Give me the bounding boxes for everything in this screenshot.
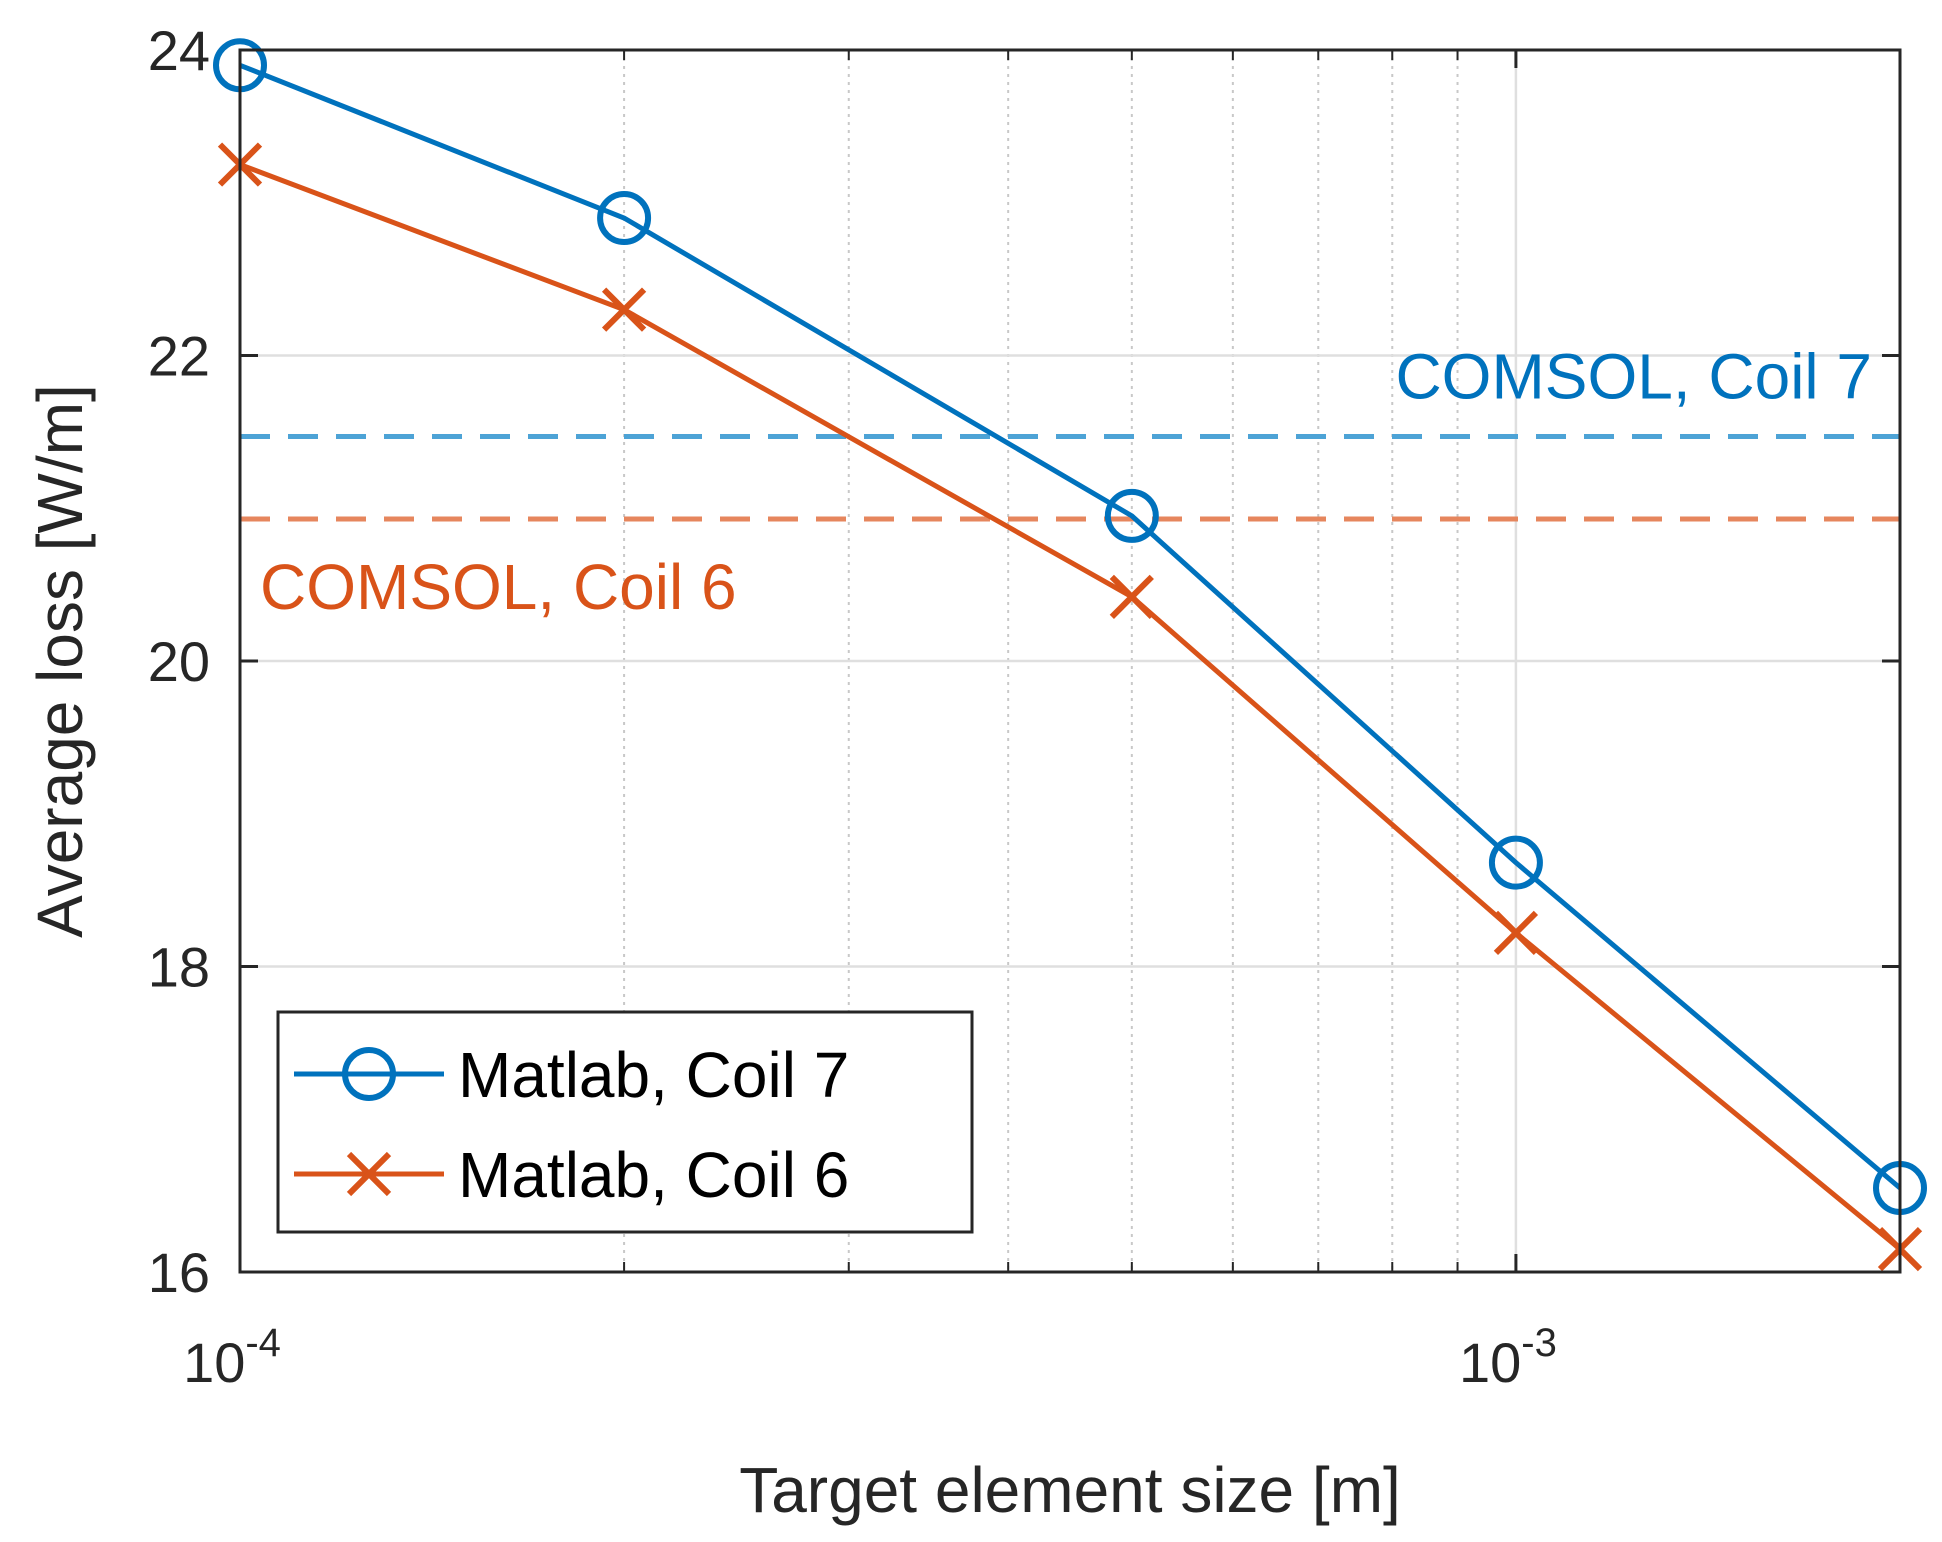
legend: Matlab, Coil 7 Matlab, Coil 6 bbox=[276, 1010, 974, 1234]
axis-ticks bbox=[238, 48, 1900, 1274]
marker-stroke bbox=[346, 1151, 392, 1197]
data-point bbox=[1488, 835, 1543, 890]
y-tick-label: 20 bbox=[148, 630, 210, 693]
legend-label: Matlab, Coil 6 bbox=[458, 1139, 849, 1211]
y-tick-label: 16 bbox=[148, 1241, 210, 1304]
x-axis-title: Target element size [m] bbox=[739, 1454, 1401, 1526]
data-point bbox=[597, 191, 652, 246]
x-tick-labels: 10-4 10-3 bbox=[183, 1321, 1557, 1394]
reference-label: COMSOL, Coil 7 bbox=[1395, 340, 1872, 412]
x-tick-exponent: -4 bbox=[245, 1321, 281, 1365]
data-point bbox=[1493, 910, 1539, 956]
legend-box bbox=[276, 1010, 974, 1234]
legend-label: Matlab, Coil 7 bbox=[458, 1039, 849, 1111]
reference-labels: COMSOL, Coil 7 COMSOL, Coil 6 bbox=[260, 340, 1872, 622]
marker-stroke bbox=[601, 287, 647, 332]
x-tick-base: 10 bbox=[1459, 1331, 1521, 1394]
data-point bbox=[601, 287, 647, 332]
data-point bbox=[1104, 488, 1159, 543]
x-tick-exponent: -3 bbox=[1521, 1321, 1557, 1365]
y-axis-title: Average loss [W/m] bbox=[24, 384, 96, 938]
x-tick-label: 10-3 bbox=[1459, 1321, 1557, 1394]
marker-stroke bbox=[1493, 910, 1539, 956]
series-line bbox=[239, 62, 1902, 1190]
marker-stroke bbox=[1109, 574, 1154, 619]
y-tick-label: 18 bbox=[148, 936, 210, 999]
x-tick-base: 10 bbox=[183, 1331, 245, 1394]
y-tick-label: 24 bbox=[148, 19, 210, 82]
major-grid bbox=[240, 50, 1900, 1272]
legend-marker bbox=[342, 1047, 396, 1101]
reference-lines bbox=[240, 433, 1900, 522]
y-tick-labels: 16 18 20 22 24 bbox=[148, 19, 210, 1304]
x-tick-label: 10-4 bbox=[183, 1321, 281, 1394]
y-tick-label: 22 bbox=[148, 325, 210, 388]
legend-marker bbox=[346, 1151, 392, 1197]
reference-label: COMSOL, Coil 6 bbox=[260, 551, 737, 623]
data-point bbox=[1109, 574, 1154, 619]
